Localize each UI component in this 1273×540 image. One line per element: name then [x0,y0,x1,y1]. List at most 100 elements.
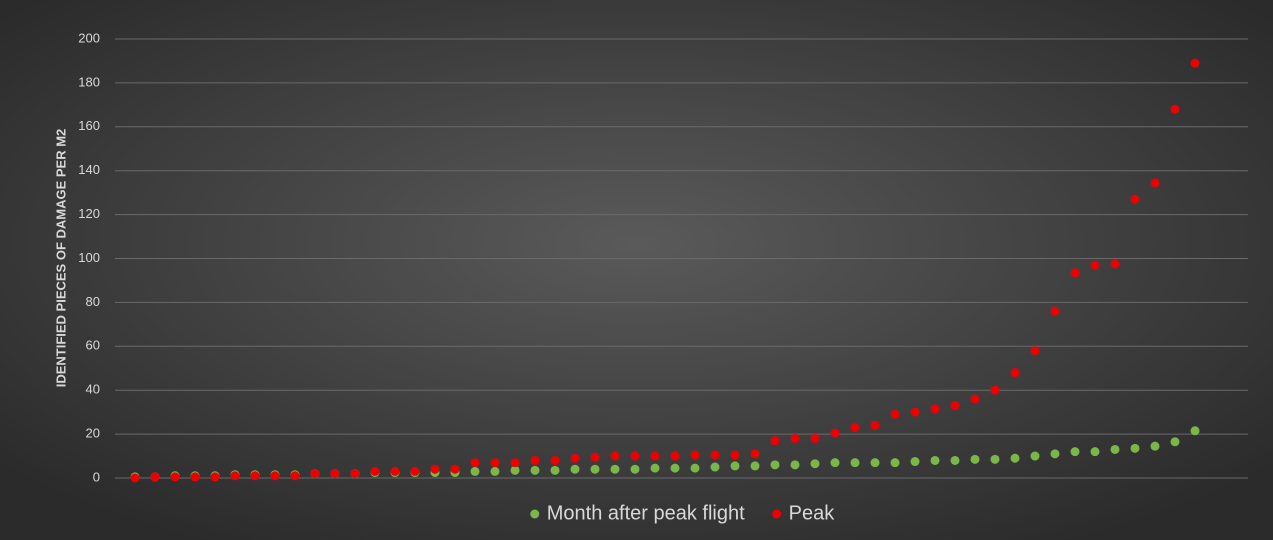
point [710,462,720,472]
y-tick-label: 180 [78,74,100,89]
point [470,466,480,476]
point [1050,306,1060,316]
point [1110,259,1120,269]
point [430,464,440,474]
point [610,464,620,474]
point [290,471,300,481]
point [630,464,640,474]
point [1030,346,1040,356]
point [170,472,180,482]
point [710,450,720,460]
point [210,472,220,482]
point [1010,453,1020,463]
point [570,453,580,463]
point [1170,104,1180,114]
y-tick-label: 0 [93,469,100,484]
point [750,449,760,459]
point [330,469,340,479]
point [1090,447,1100,457]
y-tick-label: 20 [86,426,100,441]
point [810,459,820,469]
point [890,409,900,419]
point [530,465,540,475]
point [730,450,740,460]
point [1130,194,1140,204]
y-tick-label: 200 [78,30,100,45]
point [130,473,140,483]
point [530,455,540,465]
point [930,404,940,414]
point [550,455,560,465]
point [810,433,820,443]
point [750,461,760,471]
point [1190,426,1200,436]
point [570,464,580,474]
point [870,458,880,468]
point [690,450,700,460]
point [910,457,920,467]
point [390,466,400,476]
point [950,455,960,465]
point [410,466,420,476]
legend-marker [772,509,782,519]
point [370,466,380,476]
y-tick-label: 160 [78,118,100,133]
point [650,451,660,461]
point [790,460,800,470]
point [1150,441,1160,451]
point [670,451,680,461]
point [910,407,920,417]
point [250,471,260,481]
y-tick-label: 100 [78,250,100,265]
point [890,458,900,468]
point [590,464,600,474]
y-tick-label: 120 [78,206,100,221]
point [550,465,560,475]
y-tick-label: 80 [86,294,100,309]
point [510,458,520,468]
point [990,385,1000,395]
point [730,461,740,471]
point [610,451,620,461]
point [690,463,700,473]
y-axis-label: IDENTIFIED PIECES OF DAMAGE PER M2 [53,129,68,388]
point [1090,260,1100,270]
point [350,469,360,479]
point [970,454,980,464]
legend-label: Month after peak flight [547,502,745,524]
point [490,466,500,476]
legend-label: Peak [789,502,836,524]
point [1110,444,1120,454]
point [450,464,460,474]
point [850,423,860,433]
point [1190,58,1200,68]
point [990,454,1000,464]
point [490,458,500,468]
point [830,458,840,468]
point [1030,451,1040,461]
point [1130,443,1140,453]
y-tick-label: 140 [78,162,100,177]
point [310,469,320,479]
point [1170,437,1180,447]
point [670,463,680,473]
point [1150,178,1160,188]
point [270,471,280,481]
y-tick-label: 40 [86,382,100,397]
point [190,472,200,482]
point [230,471,240,481]
point [1050,449,1060,459]
point [870,420,880,430]
point [950,401,960,411]
legend-marker [530,509,540,519]
point [150,472,160,482]
point [650,463,660,473]
point [930,455,940,465]
point [1070,268,1080,278]
point [770,436,780,446]
point [790,433,800,443]
point [510,465,520,475]
point [850,458,860,468]
